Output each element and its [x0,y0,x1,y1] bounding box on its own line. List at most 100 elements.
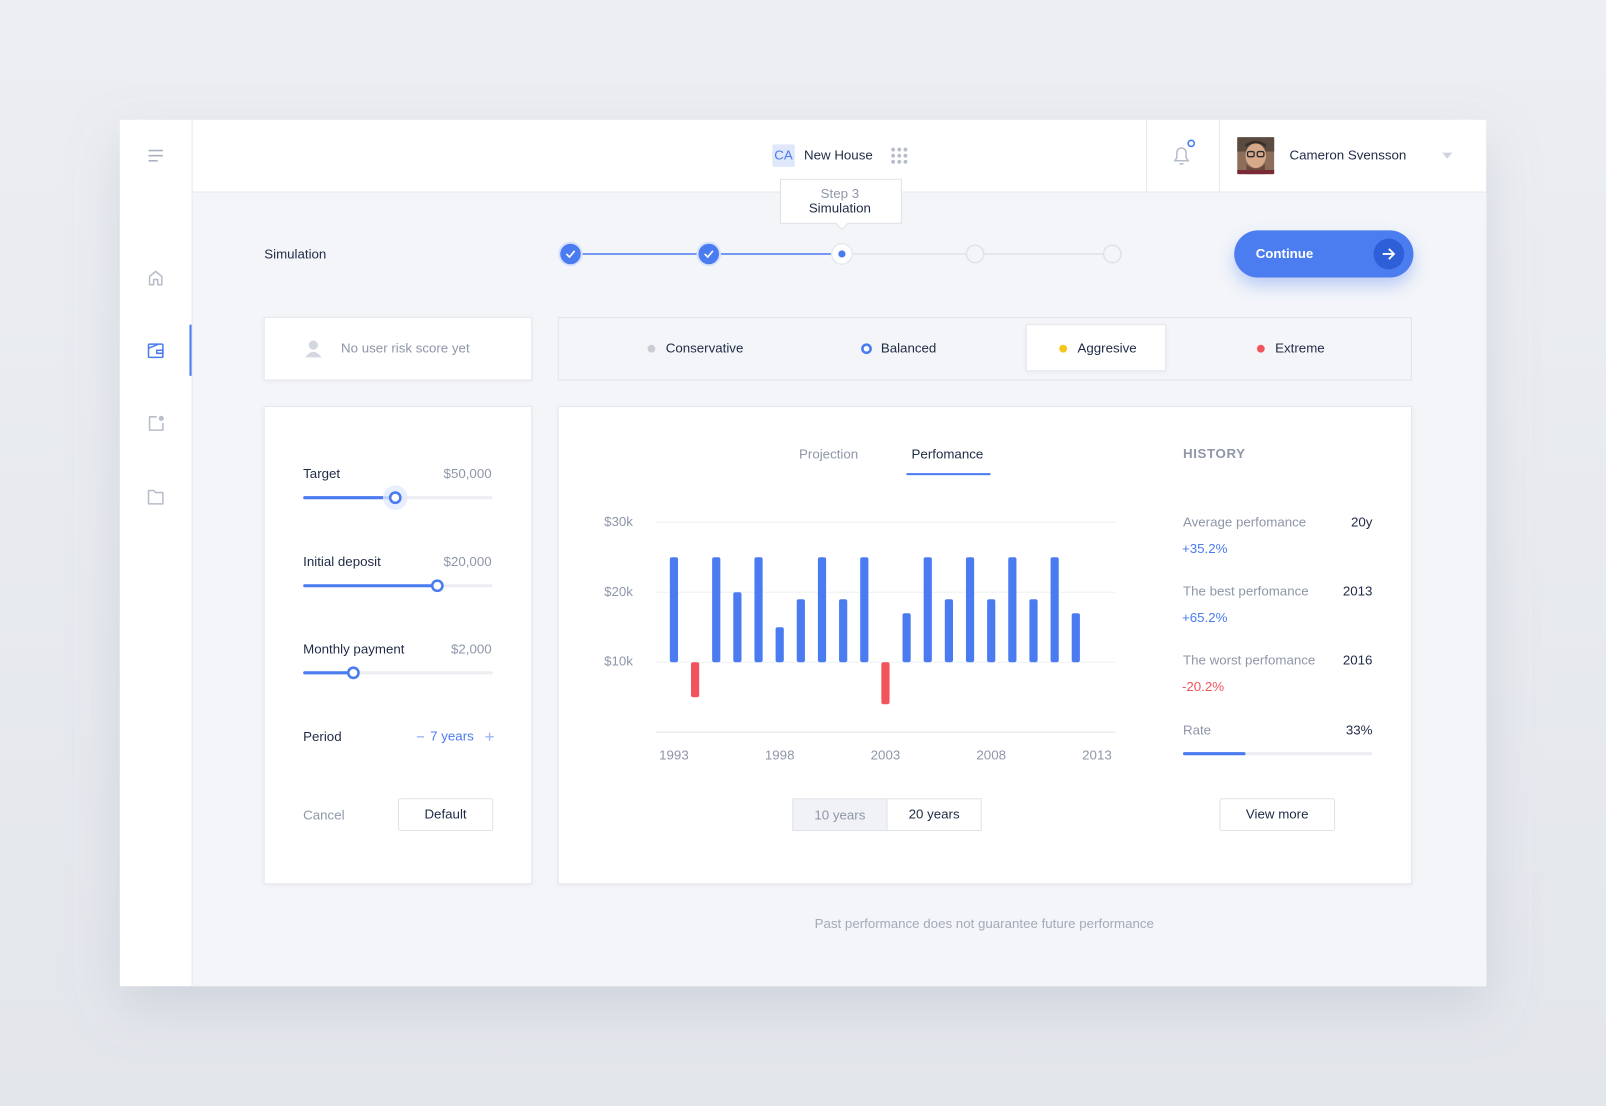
bar [775,627,784,663]
tooltip-title: Simulation [809,200,871,215]
history-period: 2013 [1343,583,1373,598]
range-toggle-option[interactable] [886,798,982,832]
range-label[interactable]: 10 years [814,808,865,823]
profile-dot[interactable] [1256,344,1265,353]
range-toggle-option[interactable] [792,798,888,832]
avatar[interactable] [1237,137,1275,175]
bar [796,599,805,663]
notifications-icon[interactable] [1173,139,1196,165]
bar [669,557,679,663]
step-done[interactable] [696,241,722,267]
period-value: 7 years [430,728,474,743]
x-tick-label: 2008 [976,747,1006,762]
bar [987,599,996,663]
disclaimer: Past performance does not guarantee futu… [815,916,1154,931]
bar [923,557,932,663]
profile-selected[interactable] [1025,324,1167,372]
step-tooltip [779,178,902,231]
x-tick-label: 2003 [871,747,901,762]
bar [881,662,890,705]
home-icon[interactable] [148,270,163,286]
bar [860,557,869,663]
continue-button[interactable] [1234,230,1414,278]
slider-fill [303,496,396,500]
history-label: The best perfomance [1183,583,1309,598]
cancel-button[interactable]: Cancel [303,808,344,823]
period-increase[interactable] [485,732,494,741]
menu-button[interactable] [148,149,163,162]
continue-label[interactable]: Continue [1256,246,1314,261]
history-value: +35.2% [1182,541,1228,556]
slider-value: $50,000 [444,466,492,481]
y-tick-label: $30k [604,514,633,529]
default-label[interactable]: Default [424,807,466,822]
bar [712,557,721,663]
bar [902,613,911,663]
risk-profiles [557,316,1412,381]
history-title: HISTORY [1183,446,1246,461]
profile-name[interactable]: Balanced [881,341,936,356]
bar [839,599,848,663]
slider-label: Target [303,466,340,481]
stepper [558,241,1122,267]
history-value: +65.2% [1182,610,1228,625]
history-period: 2016 [1343,653,1373,668]
rate-bar [1182,752,1246,756]
slider-knob[interactable] [430,579,444,593]
chart-tab[interactable]: Projection [799,447,858,462]
slider-value: $2,000 [451,641,492,656]
slider-label: Monthly payment [303,641,405,656]
history-label: The worst perfomance [1183,653,1315,668]
view-more-label[interactable]: View more [1246,807,1309,822]
bar [1008,557,1017,663]
slider-value: $20,000 [444,554,492,569]
step-done[interactable] [558,241,583,267]
step-pending[interactable] [965,244,985,264]
profile-dot[interactable] [1059,344,1068,353]
user-menu-caret[interactable] [1442,152,1453,159]
slider-fill [303,671,354,675]
y-tick-label: $20k [604,584,633,599]
wallet-icon[interactable] [147,343,164,359]
period-label: Period [303,729,341,744]
folder-icon[interactable] [147,489,164,505]
bar [817,557,827,663]
profile-dot[interactable] [647,344,656,353]
rate-value: 33% [1346,723,1373,738]
bar [1029,599,1038,663]
project-initials: CA [774,148,793,163]
step-pending[interactable] [1102,244,1122,264]
active-indicator [189,324,192,376]
slider-knob[interactable] [388,491,402,505]
rate-label: Rate [1183,723,1211,738]
risk-score-box [263,316,533,381]
default-button[interactable] [397,798,494,832]
history-value: -20.2% [1182,679,1224,694]
slider-fill [303,584,438,588]
tasks-icon[interactable] [148,416,164,431]
apps-icon[interactable] [891,147,908,164]
bar [944,599,953,663]
profile-name[interactable]: Aggresive [1077,341,1136,356]
profile-dot[interactable] [861,343,872,355]
tooltip-step: Step 3 [821,186,859,201]
chart-tab-active[interactable]: Perfomance [912,447,984,462]
tasks-badge [158,415,164,421]
project-name[interactable]: New House [804,148,873,163]
range-label[interactable]: 20 years [909,807,960,822]
user-name[interactable]: Cameron Svensson [1290,148,1407,163]
x-tick-label: 2013 [1082,747,1112,762]
bar [754,557,763,663]
x-tick-label: 1998 [765,747,795,762]
bar [965,557,975,663]
user-icon [305,340,322,358]
profile-name[interactable]: Conservative [666,341,744,356]
tab-underline [906,473,991,476]
bar [733,592,742,663]
profile-name[interactable]: Extreme [1275,341,1325,356]
history-label: Average perfomance [1183,514,1306,529]
slider-knob[interactable] [346,666,360,680]
history-period: 20y [1351,514,1373,529]
view-more-button[interactable] [1219,798,1336,832]
